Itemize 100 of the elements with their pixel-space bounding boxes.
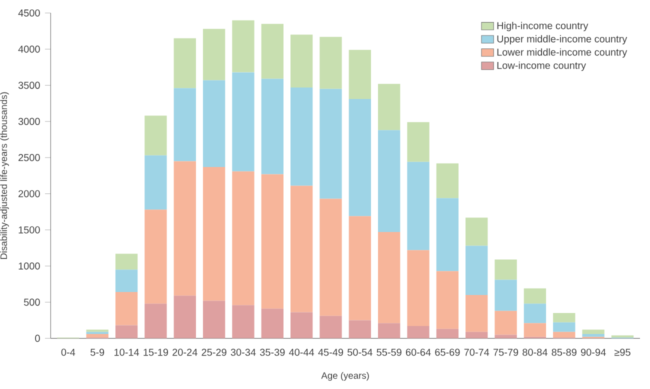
bar <box>202 28 226 80</box>
bar <box>232 72 254 172</box>
bar <box>174 296 196 338</box>
y-tick-label: 2500 <box>18 154 40 162</box>
x-tick-label: 90-94 <box>580 348 606 356</box>
bar <box>261 78 284 174</box>
x-tick-label: 70-74 <box>464 348 490 356</box>
x-tick-label: 40-44 <box>289 348 314 356</box>
x-tick-label: 35-39 <box>260 348 285 356</box>
bar <box>436 163 459 198</box>
bar <box>261 308 284 338</box>
legend-label: Lower middle-income country <box>497 48 628 58</box>
bar <box>290 34 313 88</box>
bar <box>86 334 108 338</box>
bar <box>378 323 400 338</box>
bar <box>378 232 400 324</box>
bar <box>553 322 576 332</box>
bar <box>494 310 517 335</box>
bar <box>407 326 430 338</box>
bar <box>348 216 372 320</box>
bar <box>436 271 459 329</box>
bar <box>261 24 284 79</box>
bar <box>144 210 167 304</box>
bar <box>553 332 576 338</box>
bar <box>553 313 576 322</box>
x-tick-label: 60-64 <box>406 348 431 356</box>
x-tick-label: 55-59 <box>376 348 402 356</box>
bar <box>174 88 196 162</box>
bar <box>348 50 372 100</box>
bar <box>524 323 546 337</box>
legend-label: Low-income country <box>497 62 586 71</box>
x-tick-label: 80-84 <box>522 348 548 356</box>
bar <box>144 304 167 338</box>
bar <box>494 280 517 311</box>
bar <box>436 328 459 338</box>
x-tick-label: 75-79 <box>494 348 518 356</box>
bar <box>320 198 342 316</box>
bar <box>378 130 400 232</box>
bar <box>320 36 342 89</box>
y-tick-label: 2000 <box>18 190 40 198</box>
y-tick-label: 3000 <box>18 118 40 125</box>
bar <box>115 325 138 338</box>
bar <box>494 334 517 338</box>
x-tick-label: 85-89 <box>552 348 576 356</box>
bar <box>202 300 226 338</box>
bar <box>232 171 254 306</box>
x-tick-label: ≥95 <box>614 348 630 356</box>
bar <box>611 335 634 338</box>
bar <box>290 186 313 312</box>
bar <box>232 305 254 338</box>
bar <box>290 312 313 338</box>
x-tick-label: 30-34 <box>230 348 256 356</box>
bar <box>524 288 546 304</box>
x-tick-label: 5-9 <box>90 348 104 356</box>
bar <box>144 116 167 156</box>
bar <box>494 260 517 280</box>
y-tick-label: 500 <box>24 298 40 306</box>
bar <box>582 334 604 337</box>
bar <box>378 84 400 130</box>
bar <box>524 304 546 324</box>
x-tick-label: 20-24 <box>172 348 198 356</box>
bar <box>232 20 254 72</box>
bar <box>466 332 488 338</box>
bar <box>348 320 372 338</box>
x-tick-label: 45-49 <box>318 348 344 356</box>
x-tick-label: 15-19 <box>144 348 168 356</box>
y-tick-label: 4000 <box>18 46 40 53</box>
bar <box>320 316 342 338</box>
y-tick-label: 0 <box>35 334 40 342</box>
bar <box>320 88 342 199</box>
x-tick-label: 25-29 <box>202 348 226 356</box>
bar <box>115 270 138 292</box>
x-tick-label: 10-14 <box>114 348 140 356</box>
x-tick-label: 50-54 <box>348 348 372 356</box>
y-axis-title: Disability-adjusted life-years (thousands) <box>0 92 9 259</box>
bar <box>407 162 430 250</box>
bar <box>290 87 313 186</box>
bar <box>115 292 138 326</box>
bar <box>174 38 196 88</box>
x-axis-title: Age (years) <box>321 372 369 381</box>
y-tick-label: 3500 <box>18 82 40 89</box>
legend-label: Upper middle-income country <box>497 35 628 44</box>
y-tick-label: 4500 <box>18 9 40 17</box>
legend-label: High-income country <box>497 22 588 32</box>
bar <box>436 198 459 272</box>
x-tick-label: 65-69 <box>435 348 460 356</box>
bar <box>261 174 284 309</box>
y-tick-label: 1500 <box>18 226 40 234</box>
y-tick-label: 1000 <box>18 262 40 270</box>
bar <box>144 155 167 210</box>
bar <box>407 122 430 162</box>
x-tick-label: 0-4 <box>61 348 76 356</box>
bar <box>174 161 196 296</box>
bar <box>466 246 488 295</box>
bar <box>202 166 226 301</box>
bar <box>115 254 138 270</box>
bar <box>466 294 488 332</box>
bar <box>202 80 226 167</box>
bar <box>466 218 488 246</box>
bar <box>582 330 604 334</box>
